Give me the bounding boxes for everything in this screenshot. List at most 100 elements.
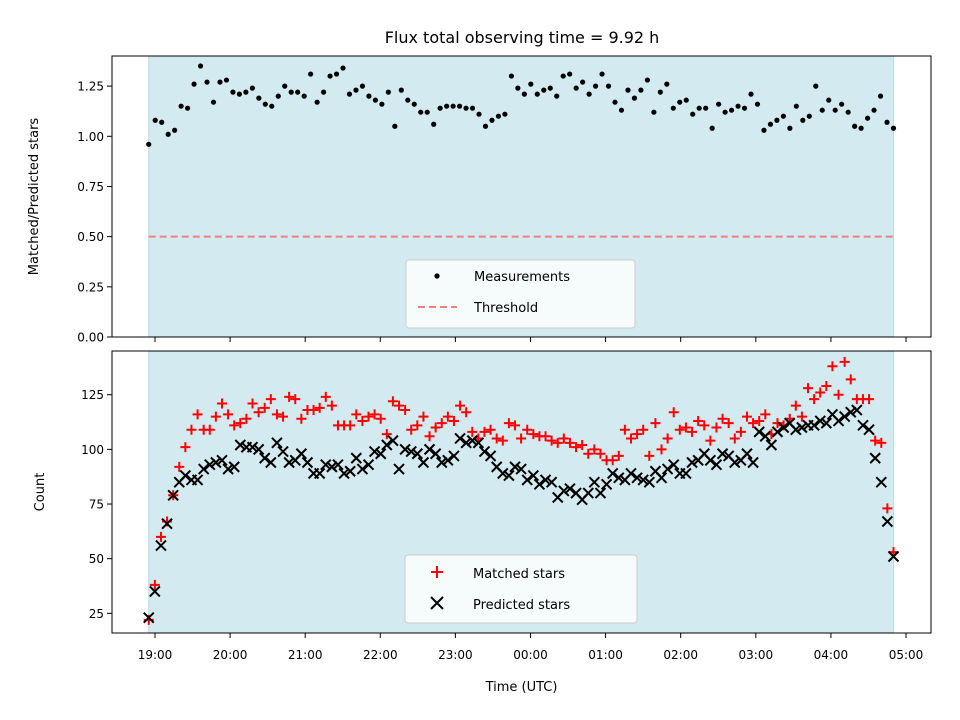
matched-star-point xyxy=(803,383,814,394)
measurement-point xyxy=(230,89,236,95)
predicted-star-point xyxy=(149,585,161,598)
matched-star-point xyxy=(552,437,563,448)
predicted-star-point xyxy=(710,458,723,471)
predicted-star-point xyxy=(442,454,454,467)
predicted-star-point xyxy=(301,456,314,469)
measurement-point xyxy=(761,127,767,133)
measurement-point xyxy=(295,89,301,95)
measurement-point xyxy=(346,91,353,97)
matched-star-point xyxy=(754,415,765,426)
matched-star-point xyxy=(345,420,356,431)
predicted-star-point xyxy=(594,487,607,499)
measurement-point xyxy=(495,113,502,119)
predicted-star-point xyxy=(423,443,436,456)
predicted-star-point xyxy=(655,472,668,484)
measurement-point xyxy=(275,93,281,99)
measurement-point xyxy=(793,103,799,109)
matched-star-point xyxy=(540,431,551,442)
measurement-point xyxy=(599,71,605,77)
measurement-point xyxy=(392,123,398,129)
x-tick-label: 05:00 xyxy=(889,648,924,662)
measurement-point xyxy=(547,85,553,91)
x-tick-label: 19:00 xyxy=(138,648,173,662)
predicted-star-point xyxy=(313,467,326,480)
matched-star-point xyxy=(741,411,752,422)
measurement-point xyxy=(845,109,851,115)
measurement-point xyxy=(683,97,689,103)
predicted-star-point xyxy=(362,458,375,471)
predicted-star-point xyxy=(265,456,277,469)
matched-star-point xyxy=(589,444,600,455)
matched-star-point xyxy=(357,415,368,426)
predicted-star-point xyxy=(661,463,674,475)
matched-star-point xyxy=(186,424,197,435)
matched-star-point xyxy=(406,424,417,435)
predicted-star-point xyxy=(234,439,247,451)
matched-star-point xyxy=(430,422,441,433)
predicted-star-point xyxy=(387,434,399,447)
predicted-star-point xyxy=(600,478,613,491)
measurement-point xyxy=(197,63,204,69)
matched-star-point xyxy=(223,409,234,420)
matched-star-point xyxy=(259,402,270,413)
y-tick-label: 0.75 xyxy=(77,180,104,194)
predicted-star-point xyxy=(338,467,350,480)
x-tick-label: 23:00 xyxy=(438,648,473,662)
predicted-star-point xyxy=(375,448,387,460)
matched-star-point xyxy=(204,424,215,435)
legend-label-measurements: Measurements xyxy=(474,270,570,285)
predicted-star-point xyxy=(606,467,619,480)
legend-label-matched: Matched stars xyxy=(473,567,565,582)
predicted-star-point xyxy=(820,417,833,429)
matched-star-point xyxy=(400,405,411,416)
matched-star-point xyxy=(833,389,844,400)
matched-star-point xyxy=(680,422,691,433)
predicted-star-point xyxy=(350,452,363,464)
measurement-point xyxy=(826,97,832,103)
predicted-star-point xyxy=(564,483,576,495)
matched-star-point xyxy=(644,450,655,461)
top-panel-y-ticks: 0.00 0.25 0.50 0.75 1.00 1.25 xyxy=(77,80,112,345)
predicted-star-point xyxy=(741,448,753,460)
matched-star-point xyxy=(394,400,405,411)
matched-star-point xyxy=(656,444,667,455)
y-tick-label: 1.25 xyxy=(77,80,104,94)
measurement-point xyxy=(333,71,340,77)
matched-star-point xyxy=(180,442,191,453)
measurement-point xyxy=(690,111,696,117)
predicted-star-point xyxy=(521,474,533,486)
measurement-point xyxy=(379,101,385,107)
matched-star-point xyxy=(876,437,887,448)
predicted-star-point xyxy=(283,456,295,469)
predicted-star-point xyxy=(747,456,759,469)
predicted-star-point xyxy=(545,476,558,488)
matched-star-point xyxy=(839,356,850,367)
x-tick-label: 21:00 xyxy=(288,648,323,662)
legend-label-threshold: Threshold xyxy=(473,301,538,316)
measurement-point xyxy=(813,83,819,89)
matched-star-point xyxy=(271,409,282,420)
predicted-star-point xyxy=(759,430,771,442)
predicted-star-point xyxy=(277,445,289,458)
measurement-point xyxy=(521,91,527,97)
matched-star-point xyxy=(241,413,252,424)
measurement-point xyxy=(806,113,812,119)
matched-star-point xyxy=(583,448,594,459)
legend-label-predicted: Predicted stars xyxy=(473,598,570,613)
measurement-point xyxy=(800,117,806,123)
measurement-point xyxy=(541,87,547,93)
measurement-point xyxy=(236,91,243,97)
matched-star-point xyxy=(308,405,319,416)
y-tick-label: 1.00 xyxy=(77,130,104,144)
matched-star-point xyxy=(174,461,185,472)
matched-star-point xyxy=(723,418,734,429)
matched-star-point xyxy=(790,400,801,411)
predicted-star-point xyxy=(832,415,845,427)
top-legend: Measurements Threshold xyxy=(405,259,636,329)
measurement-point xyxy=(385,89,391,95)
matched-star-point xyxy=(595,448,606,459)
matched-star-point xyxy=(467,426,478,437)
x-tick-label: 03:00 xyxy=(739,648,774,662)
matched-star-point xyxy=(705,435,716,446)
measurement-point xyxy=(754,101,761,107)
